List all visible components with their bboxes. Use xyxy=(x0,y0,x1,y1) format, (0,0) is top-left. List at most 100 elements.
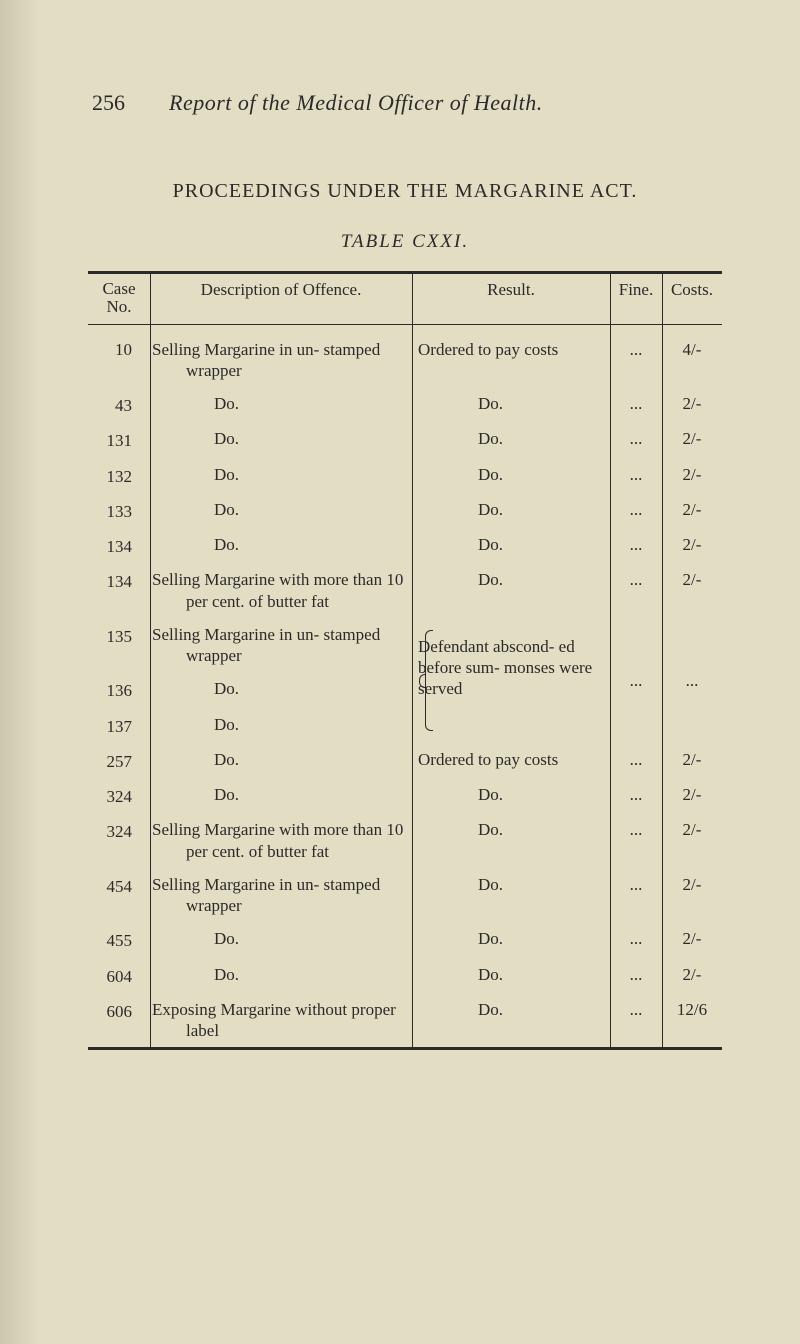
result: Do. xyxy=(412,387,610,422)
fine: ... xyxy=(610,422,662,457)
cell-text: Do. xyxy=(152,428,239,449)
cell-text: Do. xyxy=(152,964,239,985)
result: Do. xyxy=(412,813,610,868)
description: Do. xyxy=(150,708,412,743)
cell-text: Do. xyxy=(418,819,503,840)
case-no: 132 xyxy=(88,458,150,493)
case-no: 134 xyxy=(88,528,150,563)
description: Do. xyxy=(150,958,412,993)
fine: ... xyxy=(610,387,662,422)
scan-shadow xyxy=(0,0,40,1344)
description: Selling Margarine in un- stamped wrapper xyxy=(150,325,412,388)
result: Do. xyxy=(412,458,610,493)
cell-text: Selling Margarine with more than 10 per … xyxy=(152,569,410,612)
description: Selling Margarine with more than 10 per … xyxy=(150,563,412,618)
cell-text: Defendant abscond- ed before sum- monses… xyxy=(418,637,592,699)
table-container: Case No. Description of Offence. Result.… xyxy=(88,271,722,1050)
table-row: 10Selling Margarine in un- stamped wrapp… xyxy=(88,325,722,388)
costs: 2/- xyxy=(662,922,722,957)
costs: 2/- xyxy=(662,387,722,422)
cell-text: Do. xyxy=(152,464,239,485)
cell-text: Ordered to pay costs xyxy=(418,750,558,769)
col-head-fine: Fine. xyxy=(610,274,662,324)
description: Do. xyxy=(150,922,412,957)
table-row: 132Do.Do....2/- xyxy=(88,458,722,493)
description: Do. xyxy=(150,493,412,528)
table-row: 455Do.Do....2/- xyxy=(88,922,722,957)
cell-text: Do. xyxy=(418,874,503,895)
description: Do. xyxy=(150,672,412,707)
table-row: 131Do.Do....2/- xyxy=(88,422,722,457)
case-no: 10 xyxy=(88,325,150,388)
page-title: Report of the Medical Officer of Health. xyxy=(169,90,543,116)
bracket-icon xyxy=(414,622,430,739)
costs: 2/- xyxy=(662,528,722,563)
cell-text: Do. xyxy=(418,999,503,1020)
result: Defendant abscond- ed before sum- monses… xyxy=(412,618,610,743)
cell-text: Selling Margarine in un- stamped wrapper xyxy=(152,339,410,382)
result: Do. xyxy=(412,528,610,563)
table-row: 324Selling Margarine with more than 10 p… xyxy=(88,813,722,868)
case-no: 257 xyxy=(88,743,150,778)
costs: 2/- xyxy=(662,458,722,493)
fine: ... xyxy=(610,743,662,778)
col-head-result: Result. xyxy=(412,274,610,324)
cell-text: Do. xyxy=(418,964,503,985)
result: Ordered to pay costs xyxy=(412,325,610,388)
costs: 2/- xyxy=(662,778,722,813)
result: Do. xyxy=(412,958,610,993)
cell-text: Do. xyxy=(152,714,239,735)
costs: 2/- xyxy=(662,563,722,618)
table-row: 604Do.Do....2/- xyxy=(88,958,722,993)
fine: ... xyxy=(610,618,662,743)
proceedings-table-body: 10Selling Margarine in un- stamped wrapp… xyxy=(88,325,722,1048)
cell-text: Do. xyxy=(418,393,503,414)
case-no: 135 xyxy=(88,618,150,673)
result: Do. xyxy=(412,868,610,923)
cell-text: Do. xyxy=(152,393,239,414)
cell-text: Do. xyxy=(418,534,503,555)
result: Do. xyxy=(412,493,610,528)
fine: ... xyxy=(610,493,662,528)
case-no: 324 xyxy=(88,813,150,868)
result: Do. xyxy=(412,422,610,457)
costs: 2/- xyxy=(662,743,722,778)
description: Selling Margarine with more than 10 per … xyxy=(150,813,412,868)
case-no: 604 xyxy=(88,958,150,993)
result: Do. xyxy=(412,993,610,1048)
costs: 2/- xyxy=(662,813,722,868)
description: Exposing Margarine without proper label xyxy=(150,993,412,1048)
bottom-rule xyxy=(88,1047,722,1050)
case-no: 133 xyxy=(88,493,150,528)
table-row: 135Selling Margarine in un- stamped wrap… xyxy=(88,618,722,673)
fine: ... xyxy=(610,563,662,618)
table-row: 606Exposing Margarine without proper lab… xyxy=(88,993,722,1048)
cell-text: Do. xyxy=(152,784,239,805)
table-row: 43Do.Do....2/- xyxy=(88,387,722,422)
result: Do. xyxy=(412,563,610,618)
cell-text: Do. xyxy=(418,784,503,805)
fine: ... xyxy=(610,922,662,957)
cell-text: Do. xyxy=(418,569,503,590)
cell-text: Exposing Margarine without proper label xyxy=(152,999,410,1042)
costs: ... xyxy=(662,618,722,743)
cell-text: Do. xyxy=(152,749,239,770)
costs: 2/- xyxy=(662,422,722,457)
page: 256 Report of the Medical Officer of Hea… xyxy=(0,0,800,1344)
cell-text: Do. xyxy=(418,428,503,449)
fine: ... xyxy=(610,868,662,923)
costs: 2/- xyxy=(662,868,722,923)
table-title: TABLE CXXI. xyxy=(88,231,722,253)
section-title: PROCEEDINGS UNDER THE MARGARINE ACT. xyxy=(88,180,722,203)
case-no: 324 xyxy=(88,778,150,813)
description: Do. xyxy=(150,422,412,457)
cell-text: Do. xyxy=(152,678,239,699)
table-row: 134Do.Do....2/- xyxy=(88,528,722,563)
running-head: 256 Report of the Medical Officer of Hea… xyxy=(88,90,722,116)
table-row: 133Do.Do....2/- xyxy=(88,493,722,528)
costs: 4/- xyxy=(662,325,722,388)
fine: ... xyxy=(610,458,662,493)
cell-text: Do. xyxy=(418,464,503,485)
case-no: 137 xyxy=(88,708,150,743)
result: Ordered to pay costs xyxy=(412,743,610,778)
